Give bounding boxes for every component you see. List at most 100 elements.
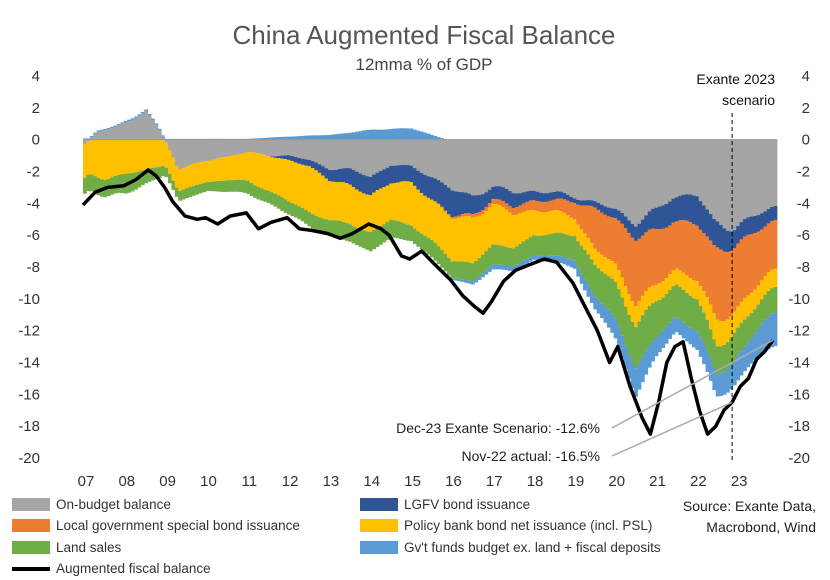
bar-segment: [742, 346, 747, 372]
bar-segment: [770, 139, 774, 207]
legend-item-policy-bank: Policy bank bond net issuance (incl. PSL…: [360, 518, 652, 533]
bar-segment: [647, 345, 652, 368]
bar-segment: [151, 120, 155, 140]
bar-segment: [593, 139, 598, 202]
bar-segment: [154, 124, 159, 140]
bar-segment: [759, 229, 764, 281]
bar-segment: [566, 194, 570, 201]
bar-segment: [191, 139, 196, 164]
bar-segment: [742, 236, 747, 299]
bar-segment: [637, 223, 642, 239]
bar-segment: [583, 233, 587, 250]
bar-segment: [525, 239, 530, 259]
bar-segment: [647, 287, 652, 306]
bar-segment: [188, 164, 193, 187]
bar-segment: [501, 265, 506, 270]
bar-segment: [181, 189, 186, 200]
bar-segment: [651, 285, 655, 304]
bar-segment: [293, 204, 298, 218]
bar-segment: [355, 189, 359, 229]
x-axis: 07 08 09 10 11 12 13 14 15 16 17 18 19 20 21 22 23: [78, 473, 748, 490]
bar-segment: [385, 185, 390, 223]
bar-segment: [100, 139, 104, 180]
bar-segment: [657, 139, 662, 207]
bar-segment: [300, 135, 305, 140]
bar-segment: [113, 176, 118, 194]
bar-segment: [725, 369, 730, 393]
bar-segment: [399, 222, 404, 240]
bar-segment: [440, 138, 445, 140]
bar-segment: [695, 299, 700, 332]
bar-segment: [86, 139, 91, 141]
bar-segment: [739, 323, 744, 352]
bar-segment: [681, 220, 686, 273]
bar-segment: [729, 316, 734, 338]
bar-segment: [484, 206, 489, 212]
bar-segment: [419, 173, 424, 194]
bar-segment: [314, 139, 319, 163]
bar-segment: [263, 139, 268, 156]
bar-segment: [668, 274, 672, 290]
bar-segment: [443, 254, 448, 272]
bar-segment: [535, 255, 540, 261]
bar-segment: [287, 139, 291, 156]
bar-segment: [586, 205, 591, 239]
bar-segment: [545, 201, 550, 213]
bar-segment: [338, 182, 342, 221]
bar-segment: [610, 217, 615, 262]
bar-segment: [300, 139, 305, 159]
bar-segment: [606, 259, 611, 277]
y-tick-label-left: -18: [18, 418, 40, 435]
bar-segment: [487, 207, 492, 248]
bar-segment: [528, 139, 533, 191]
x-tick-label: 17: [486, 473, 503, 490]
bar-segment: [674, 268, 679, 285]
bar-segment: [627, 314, 632, 355]
bar-segment: [593, 207, 598, 249]
bar-segment: [535, 200, 540, 212]
bar-segment: [559, 191, 564, 199]
bar-segment: [596, 252, 601, 269]
bar-segment: [215, 158, 220, 182]
bar-segment: [83, 138, 87, 140]
bar-segment: [96, 130, 101, 132]
bar-segment: [412, 185, 417, 229]
y-tick-label-right: -10: [788, 291, 810, 308]
bar-segment: [348, 184, 353, 225]
bar-segment: [481, 254, 485, 274]
bar-segment: [344, 139, 349, 169]
bar-segment: [290, 139, 295, 157]
bar-segment: [484, 192, 489, 207]
bar-segment: [508, 248, 513, 267]
bar-segment: [725, 139, 730, 231]
bar-segment: [402, 223, 407, 240]
augmented-balance-line: [81, 168, 775, 436]
source-line1: Source: Exante Data,: [682, 498, 816, 514]
bar-segment: [770, 221, 774, 270]
bar-segment: [399, 128, 404, 140]
bar-segment: [395, 221, 400, 239]
y-tick-label-right: 4: [802, 68, 810, 85]
bar-segment: [416, 231, 421, 247]
bar-segment: [644, 350, 649, 375]
bar-segment: [511, 208, 516, 216]
bar-segment: [504, 203, 509, 210]
bar-segment: [664, 294, 669, 327]
bar-segment: [623, 286, 628, 307]
y-tick-label-right: -2: [797, 164, 810, 181]
bar-segment: [416, 189, 421, 232]
bar-segment: [566, 258, 570, 266]
bar-segment: [736, 327, 740, 356]
bar-segment: [494, 244, 499, 265]
bar-segment: [569, 139, 574, 197]
bar-segment: [504, 188, 509, 204]
bar-segment: [511, 266, 516, 272]
bar-segment: [222, 139, 227, 158]
bar-segment: [412, 129, 417, 140]
bar-segment: [664, 278, 669, 295]
bar-segment: [460, 192, 465, 215]
y-tick-label-left: -8: [27, 259, 40, 276]
bar-segment: [685, 275, 689, 293]
bar-segment: [528, 210, 533, 238]
bar-segment: [93, 176, 98, 194]
